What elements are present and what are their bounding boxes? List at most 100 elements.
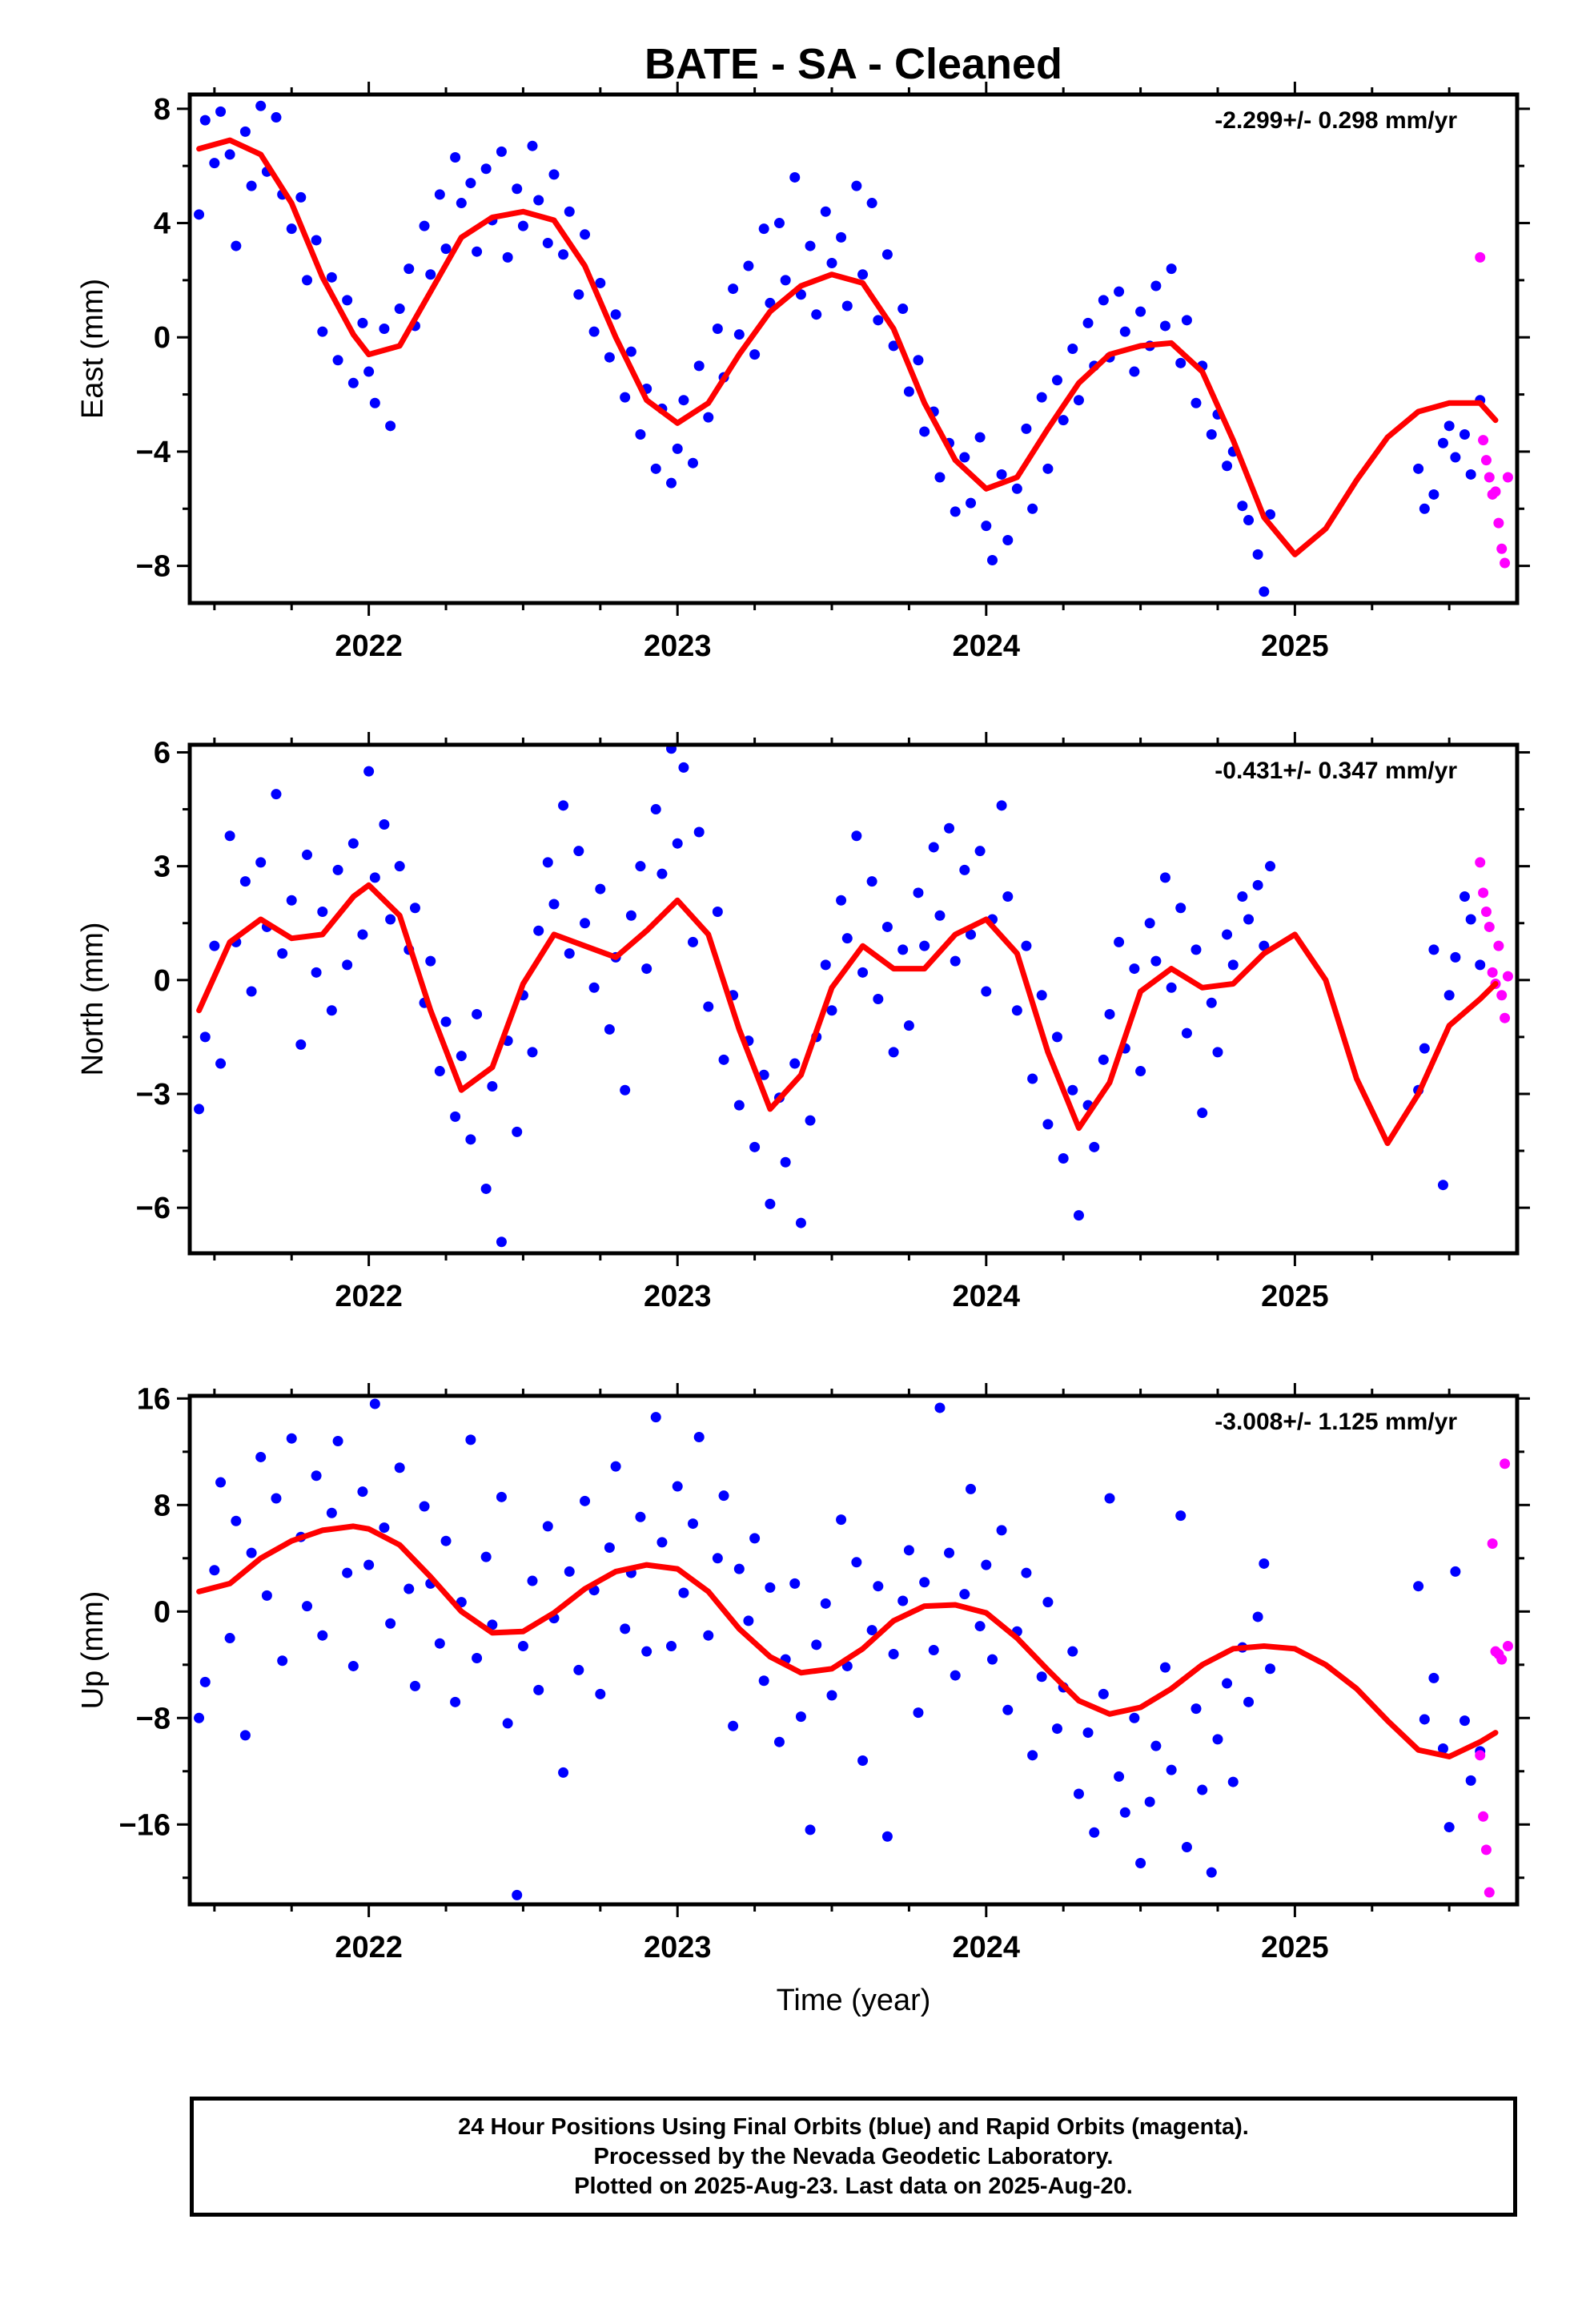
north-rapid-point [1475,857,1486,868]
up-rapid-point [1496,1654,1508,1665]
up-final-point [820,1598,831,1609]
north-final-point [480,1183,492,1194]
up-final-point [888,1648,899,1659]
panels: 2022 2023 2024 2025 −8 −4 0 4 8 East (mm) -2.299+/… [76,82,1530,2017]
up-final-point [851,1557,862,1568]
east-final-point [1191,397,1202,408]
up-final-point [987,1654,998,1665]
north-final-point [888,1047,899,1058]
north-final-point [440,1016,452,1027]
north-final-point [672,838,683,849]
north-final-point [693,826,705,838]
east-final-point [425,269,436,280]
north-final-point [1150,955,1162,967]
up-final-point [1042,1597,1054,1608]
north-rapid-point [1502,971,1513,982]
footer-line-plotted: Plotted on 2025-Aug-23. Last data on 202… [574,2173,1133,2199]
north-y-tick-label: 6 [154,736,171,770]
east-final-point [749,349,761,360]
up-final-point [224,1633,235,1644]
north-final-point [239,876,251,887]
up-rapid-point [1484,1887,1495,1898]
east-final-point [512,183,523,195]
east-final-point [1252,549,1263,560]
up-final-point [650,1412,661,1423]
east-y-tick-label: 0 [154,321,171,355]
north-final-point [311,967,322,978]
up-final-point [604,1542,615,1554]
north-final-point [966,929,977,940]
up-final-point [1252,1611,1263,1622]
north-final-point [548,899,560,910]
east-final-point [246,180,257,191]
up-final-point [857,1755,869,1766]
east-final-point [394,304,405,315]
north-final-point [1104,1008,1115,1019]
up-rapid-point [1487,1538,1498,1550]
footer-box: 24 Hour Positions Using Final Orbits (bl… [190,2097,1517,2217]
north-final-point [1135,1066,1146,1077]
east-rapid-point [1493,517,1504,529]
east-final-point [1150,280,1162,292]
up-final-point [712,1553,723,1564]
north-y-tick-label: −3 [136,1078,171,1112]
up-final-point [656,1537,668,1548]
east-final-point [866,198,877,209]
up-final-point [1159,1662,1170,1673]
up-final-point [271,1493,282,1504]
north-final-point [542,857,553,868]
up-final-point [277,1655,288,1667]
east-rapid-point [1500,557,1511,569]
north-final-point [857,967,869,978]
north-x-tick-label: 2023 [644,1280,712,1313]
up-final-point [1002,1704,1014,1715]
east-final-point [1243,515,1255,526]
north-final-point [1166,982,1177,993]
up-final-point [231,1515,242,1526]
up-final-point [347,1660,359,1671]
east-final-point [404,263,415,275]
up-final-point [332,1436,343,1447]
east-x-tick-label: 2025 [1261,629,1329,663]
north-final-point [928,842,939,853]
east-final-point [434,189,445,200]
up-final-point [873,1581,884,1592]
north-final-point [641,963,652,975]
north-final-point [295,1039,307,1050]
east-final-point [635,429,646,440]
north-final-point [271,789,282,800]
up-final-point [687,1518,698,1530]
north-plot-area [190,745,1517,1253]
up-final-point [580,1495,591,1506]
north-final-point [625,910,636,921]
north-final-point [913,887,924,899]
north-final-point [678,762,689,773]
east-final-point [881,249,893,260]
up-final-point [703,1630,714,1641]
north-final-point [820,959,831,971]
east-final-point [703,412,714,423]
east-final-point [795,289,806,300]
up-final-point [826,1690,837,1701]
north-final-point [959,864,970,875]
up-final-point [1206,1867,1217,1878]
north-final-point [255,857,267,868]
east-final-point [666,477,677,489]
up-final-point [1212,1734,1223,1745]
east-final-point [1413,463,1424,474]
north-rapid-point [1478,887,1489,899]
up-final-point [465,1434,476,1445]
east-final-point [1443,420,1455,432]
north-final-point [666,745,677,754]
north-final-point [385,914,396,925]
up-final-point [758,1675,769,1687]
up-final-point [487,1619,498,1630]
east-final-point [981,521,992,532]
east-final-point [239,126,251,137]
east-final-point [580,229,591,240]
north-x-tick-label: 2022 [335,1280,403,1313]
east-final-point [780,275,791,286]
east-final-point [379,324,390,335]
up-final-point [610,1461,621,1472]
east-final-point [255,100,267,111]
